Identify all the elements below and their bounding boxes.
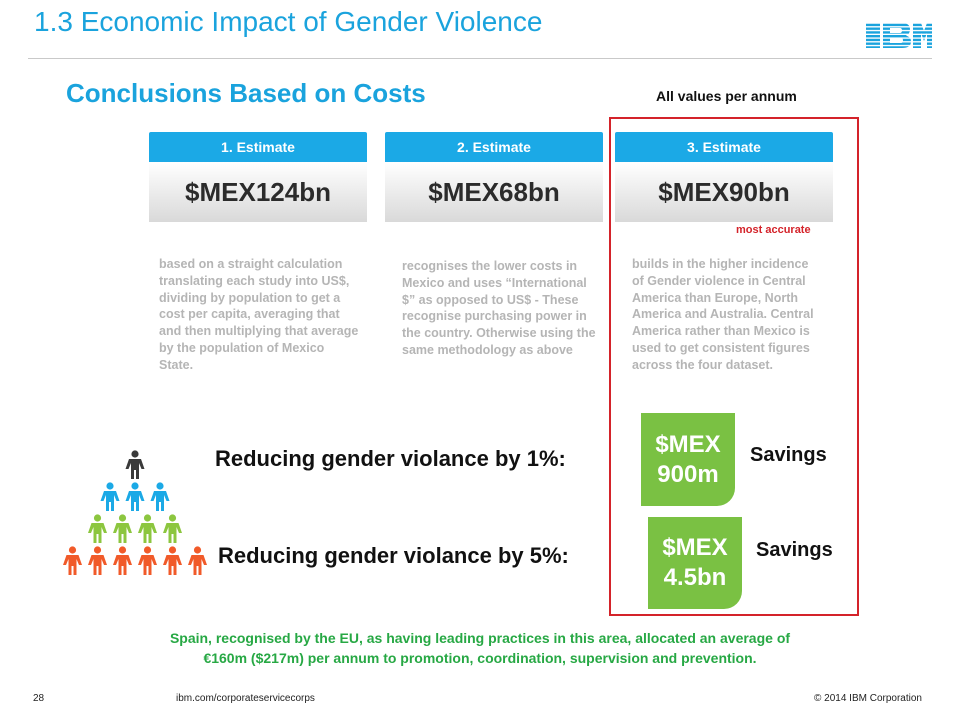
spain-note-line-1: Spain, recognised by the EU, as having l… — [169, 630, 791, 646]
highlight-frame — [609, 117, 859, 616]
title-divider — [28, 58, 932, 59]
estimate-card-3: 3. Estimate $MEX90bn — [615, 132, 833, 222]
estimate-label: 1. Estimate — [149, 132, 367, 162]
estimate-description-2: recognises the lower costs in Mexico and… — [402, 259, 596, 357]
population-pyramid — [63, 450, 207, 575]
ibm-logo-icon — [866, 23, 932, 48]
person-icon — [163, 546, 182, 575]
person-icon — [88, 514, 107, 543]
page-number: 28 — [33, 693, 45, 704]
estimate-label: 2. Estimate — [385, 132, 603, 162]
person-icon — [138, 514, 157, 543]
savings-amount: 4.5bn — [663, 564, 727, 591]
slide-title: 1.3 Economic Impact of Gender Violence — [34, 6, 543, 37]
estimate-card-1: 1. Estimate $MEX124bn — [149, 132, 367, 222]
savings-amount: 900m — [657, 460, 719, 488]
savings-currency: $MEX — [655, 430, 721, 458]
savings-badge-1pct: $MEX 900m — [641, 413, 735, 506]
person-icon — [113, 546, 132, 575]
copyright-text: © 2014 IBM Corporation — [814, 693, 922, 704]
person-icon — [100, 482, 120, 511]
per-annum-note: All values per annum — [656, 88, 797, 104]
estimate-value: $MEX124bn — [149, 162, 367, 222]
spain-note: Spain, recognised by the EU, as having l… — [60, 628, 900, 668]
person-icon — [125, 450, 145, 479]
person-icon — [125, 482, 145, 511]
estimate-description-1: based on a straight calculation translat… — [159, 257, 359, 372]
scenario-label-1pct: Reducing gender violance by 1%: — [215, 446, 566, 471]
person-icon — [113, 514, 132, 543]
savings-label-5pct: Savings — [756, 539, 833, 561]
estimate-card-2: 2. Estimate $MEX68bn — [385, 132, 603, 222]
person-icon — [163, 514, 182, 543]
savings-label-1pct: Savings — [750, 444, 827, 466]
estimate-label: 3. Estimate — [615, 132, 833, 162]
person-icon — [63, 546, 82, 575]
spain-note-line-2: €160m ($217m) per annum to promotion, co… — [203, 650, 757, 666]
scenario-label-5pct: Reducing gender violance by 5%: — [218, 543, 569, 568]
person-icon — [150, 482, 170, 511]
most-accurate-tag: most accurate — [736, 224, 811, 236]
estimate-value: $MEX68bn — [385, 162, 603, 222]
footer-url-link[interactable]: ibm.com/corporateservicecorps — [176, 693, 315, 704]
section-subtitle: Conclusions Based on Costs — [66, 78, 426, 108]
estimate-value: $MEX90bn — [615, 162, 833, 222]
savings-badge-5pct: $MEX 4.5bn — [648, 517, 742, 609]
savings-currency: $MEX — [662, 534, 728, 561]
person-icon — [88, 546, 107, 575]
estimate-description-3: builds in the higher incidence of Gender… — [632, 257, 814, 372]
person-icon — [138, 546, 157, 575]
person-icon — [188, 546, 207, 575]
